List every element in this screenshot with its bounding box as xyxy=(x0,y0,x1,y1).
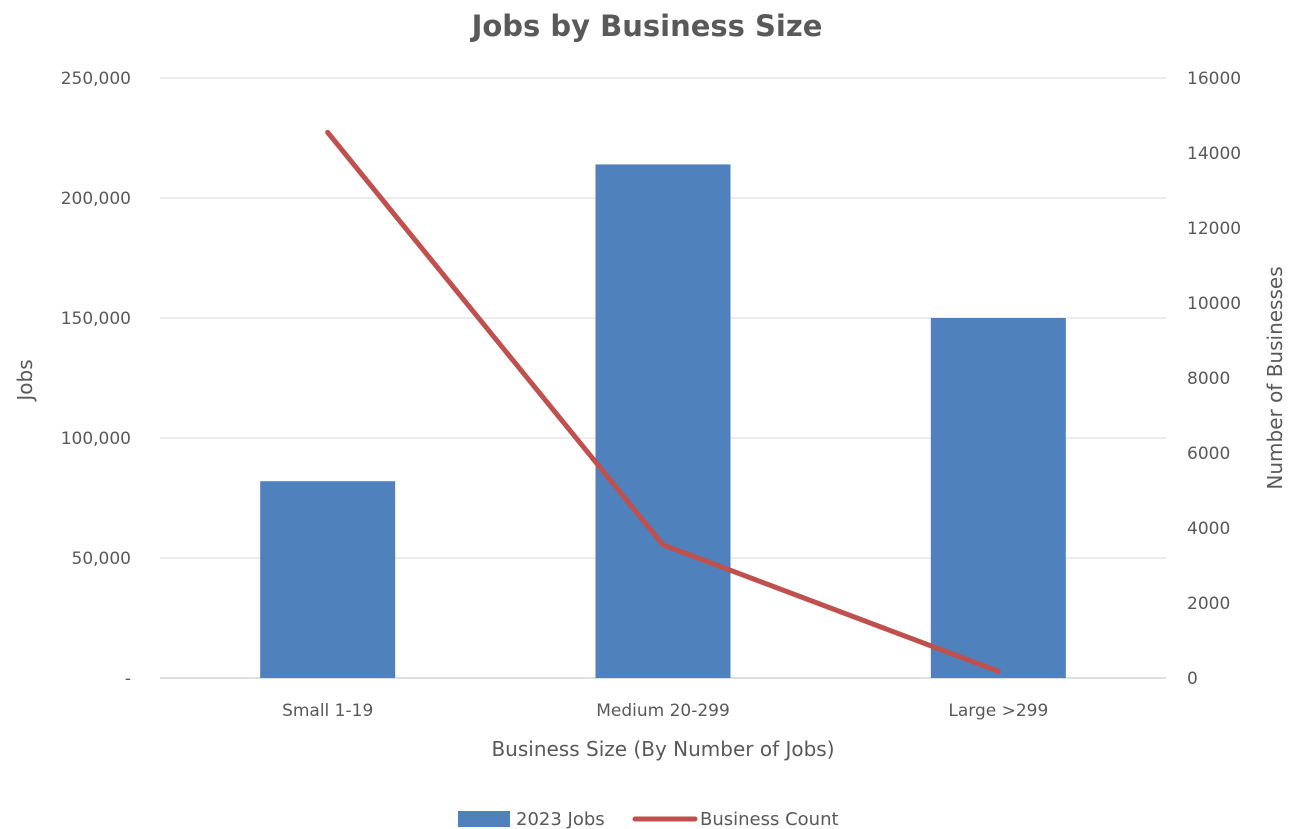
y-tick-label: 200,000 xyxy=(61,189,131,209)
bar xyxy=(930,318,1066,678)
y2-tick-label: 10000 xyxy=(1187,294,1241,314)
y-axis-left-title: Jobs xyxy=(13,359,37,402)
legend-label-business-count: Business Count xyxy=(700,809,839,829)
chart-title: Jobs by Business Size xyxy=(470,9,823,43)
y2-tick-label: 6000 xyxy=(1187,444,1230,464)
legend-swatch-jobs xyxy=(458,811,510,827)
y2-tick-label: 12000 xyxy=(1187,219,1241,239)
y-tick-label: 150,000 xyxy=(61,309,131,329)
y2-tick-label: 4000 xyxy=(1187,519,1230,539)
x-axis-title: Business Size (By Number of Jobs) xyxy=(491,737,834,761)
x-tick-label: Large >299 xyxy=(948,701,1048,721)
y-axis-left-ticks: - 50,000 100,000 150,000 200,000 250,000 xyxy=(61,69,131,689)
x-tick-label: Small 1-19 xyxy=(282,701,373,721)
y-tick-label: - xyxy=(125,669,131,689)
bar xyxy=(260,481,396,678)
y2-tick-label: 16000 xyxy=(1187,69,1241,89)
line-series xyxy=(325,129,1001,674)
x-axis-ticks: Small 1-19 Medium 20-299 Large >299 xyxy=(282,701,1048,721)
y-axis-right-title: Number of Businesses xyxy=(1263,266,1287,489)
y-tick-label: 250,000 xyxy=(61,69,131,89)
y2-tick-label: 14000 xyxy=(1187,144,1241,164)
y2-tick-label: 0 xyxy=(1187,669,1198,689)
y-tick-label: 50,000 xyxy=(72,549,131,569)
y2-tick-label: 8000 xyxy=(1187,369,1230,389)
y-tick-label: 100,000 xyxy=(61,429,131,449)
y2-tick-label: 2000 xyxy=(1187,594,1230,614)
legend-label-jobs: 2023 Jobs xyxy=(516,809,605,829)
bar-series xyxy=(260,164,1066,678)
bar xyxy=(595,164,731,678)
y-axis-right-ticks: 0 2000 4000 6000 8000 10000 12000 14000 16000 xyxy=(1187,69,1241,689)
legend: 2023 Jobs Business Count xyxy=(458,809,839,829)
x-tick-label: Medium 20-299 xyxy=(596,701,730,721)
